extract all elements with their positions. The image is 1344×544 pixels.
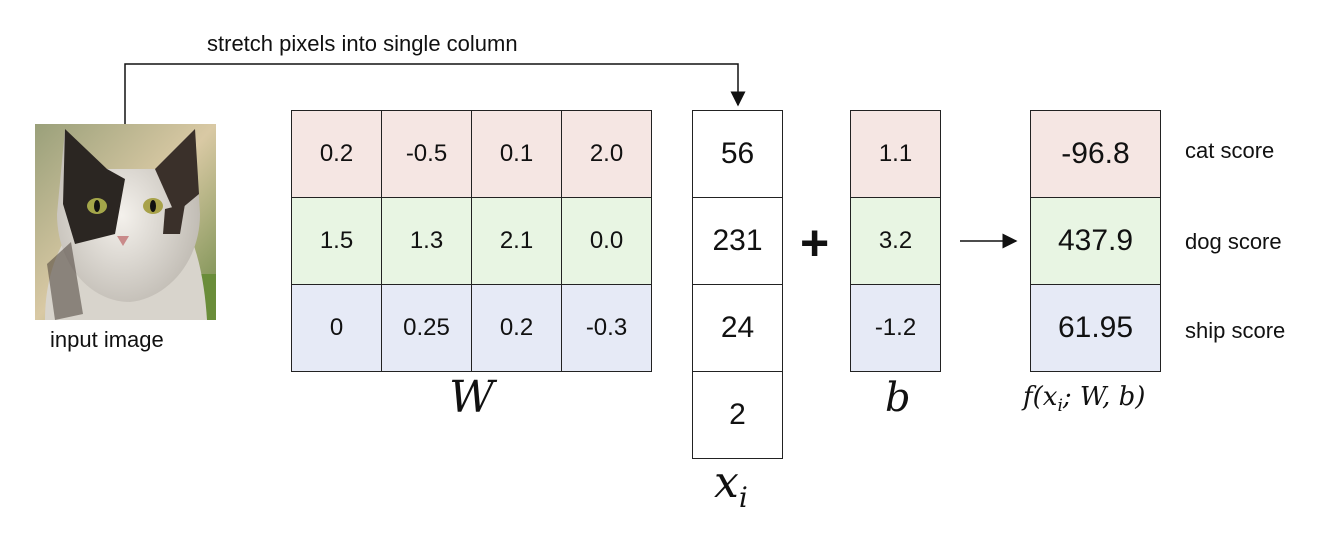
weight-cell: 2.1 bbox=[471, 197, 562, 285]
bias-cell: 3.2 bbox=[850, 197, 941, 285]
weight-cell: 0.1 bbox=[471, 110, 562, 198]
x-cell: 2 bbox=[692, 371, 783, 459]
weight-cell: 2.0 bbox=[561, 110, 652, 198]
x-label-sub: i bbox=[738, 480, 748, 514]
input-image-caption: input image bbox=[50, 327, 164, 352]
cat-image bbox=[35, 124, 216, 320]
class-label: cat score bbox=[1185, 138, 1275, 163]
weight-cell: 1.3 bbox=[381, 197, 472, 285]
weight-cell: 0.2 bbox=[291, 110, 382, 198]
class-label: ship score bbox=[1185, 318, 1286, 343]
stretch-label: stretch pixels into single column bbox=[207, 31, 518, 56]
weight-cell: 1.5 bbox=[291, 197, 382, 285]
score-function-label-head: f(x bbox=[1023, 382, 1058, 412]
x-cell: 24 bbox=[692, 284, 783, 372]
class-label: dog score bbox=[1185, 229, 1282, 254]
score-cell: 61.95 bbox=[1030, 284, 1161, 372]
stretch-arrow bbox=[124, 63, 746, 124]
weight-label: W bbox=[449, 372, 495, 423]
bias-cell: 1.1 bbox=[850, 110, 941, 198]
weight-cell: 0.25 bbox=[381, 284, 472, 372]
weight-cell: 0.0 bbox=[561, 197, 652, 285]
weight-cell: 0 bbox=[291, 284, 382, 372]
score-function-label: f(xi; W, b) bbox=[1023, 382, 1145, 416]
weight-cell: 0.2 bbox=[471, 284, 562, 372]
x-label: xi bbox=[714, 457, 748, 514]
weight-cell: -0.3 bbox=[561, 284, 652, 372]
x-cell: 231 bbox=[692, 197, 783, 285]
x-label-main: x bbox=[714, 457, 739, 508]
score-cell: -96.8 bbox=[1030, 110, 1161, 198]
bias-label: b bbox=[885, 375, 911, 421]
score-cell: 437.9 bbox=[1030, 197, 1161, 285]
score-function-label-sub: i bbox=[1057, 396, 1063, 417]
x-cell: 56 bbox=[692, 110, 783, 198]
plus-operator: + bbox=[800, 215, 830, 271]
bias-cell: -1.2 bbox=[850, 284, 941, 372]
weight-cell: -0.5 bbox=[381, 110, 472, 198]
score-function-label-tail: ; W, b) bbox=[1062, 382, 1146, 412]
